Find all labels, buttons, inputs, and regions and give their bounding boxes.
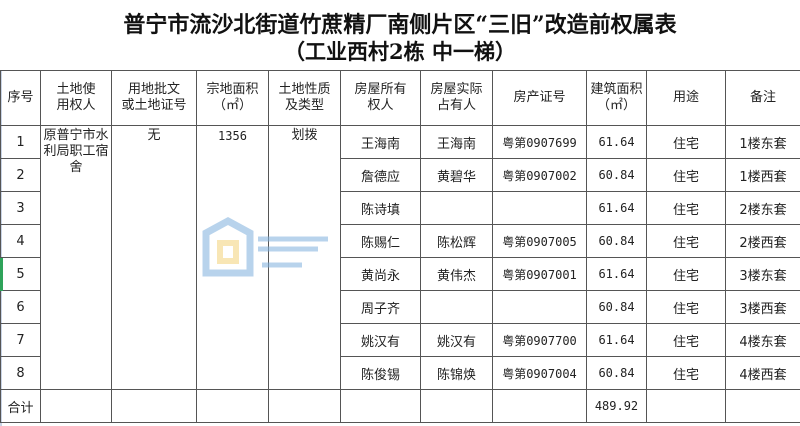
row-no: 7 [0, 323, 41, 357]
note: 3楼西套 [725, 290, 800, 324]
total-label: 合计 [0, 389, 41, 423]
cert-number [492, 191, 587, 225]
header-no: 序号 [0, 70, 41, 126]
cert-number: 粤第0907699 [492, 125, 587, 159]
header-approval: 用地批文 或土地证号 [111, 70, 197, 126]
header-land-type: 土地性质 及类型 [268, 70, 341, 126]
building-area: 60.84 [586, 356, 647, 390]
building-area: 60.84 [586, 158, 647, 192]
occupant: 黄碧华 [420, 158, 493, 192]
building-area: 60.84 [586, 290, 647, 324]
occupant [420, 290, 493, 324]
note: 4楼东套 [725, 323, 800, 357]
row-no: 1 [0, 125, 41, 159]
empty-cell [492, 389, 587, 423]
owner: 姚汉有 [340, 323, 421, 357]
cert-number: 粤第0907005 [492, 224, 587, 258]
cert-number: 粤第0907002 [492, 158, 587, 192]
use: 住宅 [646, 257, 726, 291]
occupant: 黄伟杰 [420, 257, 493, 291]
land-approval: 无 [111, 125, 197, 390]
row-no: 4 [0, 224, 41, 258]
note: 1楼东套 [725, 125, 800, 159]
empty-cell [646, 389, 726, 423]
table-row: 8 陈俊锡 陈锦焕 粤第0907004 60.84 住宅 4楼西套 [0, 356, 800, 390]
building-area: 60.84 [586, 224, 647, 258]
note: 2楼东套 [725, 191, 800, 225]
table-row: 3 陈诗填 61.64 住宅 2楼东套 [0, 191, 800, 225]
total-row: 合计 489.92 [0, 389, 800, 423]
owner: 陈诗填 [340, 191, 421, 225]
use: 住宅 [646, 191, 726, 225]
ownership-table: 序号 土地使 用权人 用地批文 或土地证号 宗地面积（㎡） 土地性质 及类型 房屋所有… [0, 70, 800, 423]
use: 住宅 [646, 290, 726, 324]
row-no: 2 [0, 158, 41, 192]
land-holder: 原普宁市水利局职工宿舍 [40, 125, 112, 390]
occupant: 姚汉有 [420, 323, 493, 357]
row-no: 3 [0, 191, 41, 225]
owner: 王海南 [340, 125, 421, 159]
table-row: 4 陈赐仁 陈松辉 粤第0907005 60.84 住宅 2楼西套 [0, 224, 800, 258]
header-owner: 房屋所有 权人 [340, 70, 421, 126]
header-building-area: 建筑面积（㎡） [586, 70, 647, 126]
building-area: 61.64 [586, 191, 647, 225]
empty-cell [420, 389, 493, 423]
occupant [420, 191, 493, 225]
total-area: 489.92 [586, 389, 647, 423]
cert-number [492, 290, 587, 324]
land-area: 1356 [196, 125, 269, 390]
header-land-holder: 土地使 用权人 [40, 70, 112, 126]
building-area: 61.64 [586, 323, 647, 357]
page-subtitle: （工业西村2栋 中一梯） [284, 39, 516, 64]
use: 住宅 [646, 125, 726, 159]
row-selection-marker [0, 258, 3, 291]
use: 住宅 [646, 224, 726, 258]
page-title: 普宁市流沙北街道竹蔗精厂南侧片区“三旧”改造前权属表 [123, 12, 677, 38]
empty-cell [725, 389, 800, 423]
empty-cell [40, 389, 112, 423]
row-no: 6 [0, 290, 41, 324]
table-row: 1 原普宁市水利局职工宿舍无 1356 划拨 王海南 王海南 粤第0907699 61.64 住… [0, 125, 800, 390]
header-cert: 房产证号 [492, 70, 587, 126]
owner: 周子齐 [340, 290, 421, 324]
note: 4楼西套 [725, 356, 800, 390]
owner: 陈赐仁 [340, 224, 421, 258]
use: 住宅 [646, 356, 726, 390]
occupant: 陈松辉 [420, 224, 493, 258]
empty-cell [111, 389, 197, 423]
empty-cell [268, 389, 341, 423]
row-no: 8 [0, 356, 41, 390]
cert-number: 粤第0907004 [492, 356, 587, 390]
owner: 黄尚永 [340, 257, 421, 291]
header-row: 序号 土地使 用权人 用地批文 或土地证号 宗地面积（㎡） 土地性质 及类型 房屋所有… [0, 70, 800, 126]
header-occupant: 房屋实际 占有人 [420, 70, 493, 126]
empty-cell [340, 389, 421, 423]
note: 2楼西套 [725, 224, 800, 258]
owner: 陈俊锡 [340, 356, 421, 390]
occupant: 王海南 [420, 125, 493, 159]
use: 住宅 [646, 158, 726, 192]
header-land-area: 宗地面积（㎡） [196, 70, 269, 126]
note: 1楼西套 [725, 158, 800, 192]
row-no: 5 [0, 257, 41, 291]
empty-cell [196, 389, 269, 423]
building-area: 61.64 [586, 257, 647, 291]
building-area: 61.64 [586, 125, 647, 159]
table-row: 2 詹德应 黄碧华 粤第0907002 60.84 住宅 1楼西套 [0, 158, 800, 192]
note: 3楼东套 [725, 257, 800, 291]
cert-number: 粤第0907700 [492, 323, 587, 357]
occupant: 陈锦焕 [420, 356, 493, 390]
header-note: 备注 [725, 70, 800, 126]
use: 住宅 [646, 323, 726, 357]
header-use: 用途 [646, 70, 726, 126]
cert-number: 粤第0907001 [492, 257, 587, 291]
table-row: 6 周子齐 60.84 住宅 3楼西套 [0, 290, 800, 324]
owner: 詹德应 [340, 158, 421, 192]
land-type: 划拨 [268, 125, 341, 390]
